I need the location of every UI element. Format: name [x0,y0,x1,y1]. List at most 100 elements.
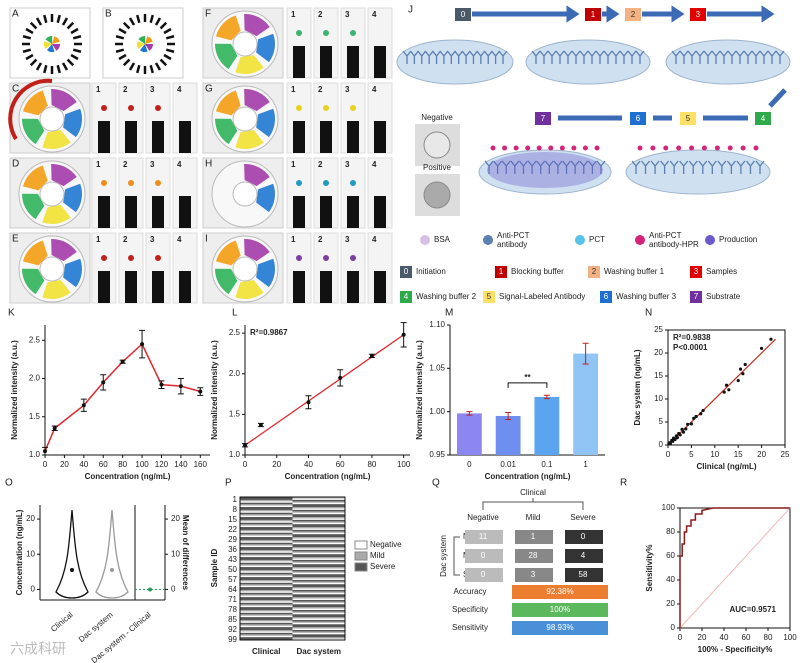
membrane [625,149,771,195]
production-cloud [487,152,603,188]
point [701,408,705,413]
antibody [703,50,713,64]
antibody [767,50,777,64]
heat-cell [292,557,345,559]
antibody [695,50,705,64]
point [743,362,747,367]
metric-value: 98.93% [546,623,573,632]
arrow [472,5,580,23]
strip-label: 1 [291,85,296,94]
heat-cell [292,594,345,596]
heat-cell [292,519,345,522]
x-tick-label: 40 [720,633,729,642]
x-tick-label: 20 [757,450,766,459]
hrp [571,145,577,151]
heat-cell [240,618,293,621]
point [673,437,677,442]
step-box [690,8,706,21]
heat-cell [240,622,293,625]
column-header: Negative [467,513,499,522]
reaction-dot [323,30,329,36]
antibody [563,50,573,64]
heat-cell [292,515,345,518]
legend-label: BSA [434,235,451,244]
wedge [235,279,264,299]
heat-cell [292,585,345,588]
heat-cell [240,587,293,589]
heat-cell [292,635,345,638]
y-tick-label: 60 [666,551,675,560]
legend-label: Anti-PCT antibody [497,231,530,249]
heat-cell [292,545,345,548]
heat-cell [292,539,345,542]
heat-cell [292,565,345,568]
legend-number: 0 [404,267,409,276]
antibody [775,50,785,64]
wedge [42,129,71,149]
tick-mark-deco [149,14,154,24]
strip-label: 1 [291,160,296,169]
antibody [707,160,717,174]
strip-label: 4 [372,10,377,19]
x-tick-label: 1 [583,460,588,469]
wedge [63,183,83,213]
cell-value: 0 [481,570,486,579]
heat-cell [240,605,293,608]
panel-letter: P [225,478,232,489]
panel-letter: O [5,478,13,489]
heat-cell [292,498,345,501]
hrp [663,145,669,151]
reaction-dot [323,105,329,111]
legend-label: Samples [706,267,737,276]
median [110,568,114,572]
strip-base [152,121,164,153]
heat-cell [240,637,293,639]
metric-name: Sensitivity [452,623,488,632]
antibody [527,160,537,174]
reaction-dot [350,30,356,36]
point [369,353,374,358]
tick-mark-deco [136,14,141,24]
heat-cell [240,532,293,535]
antibody [493,160,503,174]
y-tick-label: 1.05 [429,363,445,372]
strip-label: 4 [372,85,377,94]
heat-cell [240,529,293,532]
tick-mark-deco [22,48,32,53]
x-tick-label: 0.1 [541,460,553,469]
step-box [455,8,471,21]
hrp [689,145,695,151]
heat-cell [292,615,345,618]
bar [534,396,560,455]
heat-cell [292,538,345,541]
cell [465,530,503,544]
wedge [45,36,53,44]
heat-cell [292,574,345,576]
heat-cell [240,541,293,544]
point [178,384,183,389]
legend-number: 4 [404,292,409,301]
point [671,439,675,443]
point [306,400,311,405]
metric-bar [512,585,608,599]
wedge [139,44,148,53]
point [760,346,764,350]
significance-bracket [507,382,548,388]
step-box [625,8,641,21]
heat-cell [240,612,293,615]
heat-cell [292,529,345,532]
heat-cell [240,619,293,622]
strip-base [125,271,137,303]
heat-cell [292,548,345,551]
hrp [701,145,707,151]
step-number: 4 [761,114,766,123]
heat-cell [292,604,345,606]
x-tick-label: 80 [118,460,127,469]
panel-letter: D [12,159,19,170]
antibody [596,160,606,174]
fit-line [667,338,777,446]
step-number: 7 [541,114,546,123]
legend-number: 7 [694,292,699,301]
heat-cell [292,509,345,512]
heat-cell [240,607,293,609]
